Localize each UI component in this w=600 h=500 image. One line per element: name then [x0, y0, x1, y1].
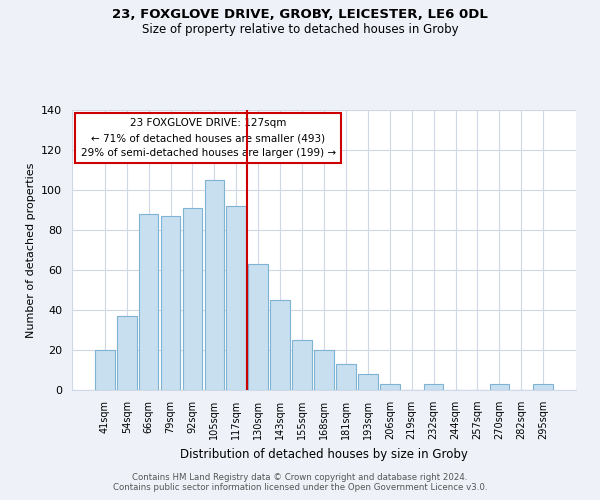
Bar: [161, 216, 181, 390]
Bar: [292, 340, 312, 390]
Bar: [424, 384, 443, 390]
X-axis label: Distribution of detached houses by size in Groby: Distribution of detached houses by size …: [180, 448, 468, 460]
Bar: [490, 384, 509, 390]
Bar: [205, 180, 224, 390]
Bar: [533, 384, 553, 390]
Y-axis label: Number of detached properties: Number of detached properties: [26, 162, 35, 338]
Text: Contains HM Land Registry data © Crown copyright and database right 2024.: Contains HM Land Registry data © Crown c…: [132, 472, 468, 482]
Text: 23, FOXGLOVE DRIVE, GROBY, LEICESTER, LE6 0DL: 23, FOXGLOVE DRIVE, GROBY, LEICESTER, LE…: [112, 8, 488, 20]
Bar: [226, 206, 246, 390]
Text: Size of property relative to detached houses in Groby: Size of property relative to detached ho…: [142, 22, 458, 36]
Text: Contains public sector information licensed under the Open Government Licence v3: Contains public sector information licen…: [113, 484, 487, 492]
Text: 23 FOXGLOVE DRIVE: 127sqm
← 71% of detached houses are smaller (493)
29% of semi: 23 FOXGLOVE DRIVE: 127sqm ← 71% of detac…: [80, 118, 335, 158]
Bar: [95, 350, 115, 390]
Bar: [358, 374, 378, 390]
Bar: [336, 364, 356, 390]
Bar: [270, 300, 290, 390]
Bar: [182, 208, 202, 390]
Bar: [380, 384, 400, 390]
Bar: [248, 264, 268, 390]
Bar: [314, 350, 334, 390]
Bar: [139, 214, 158, 390]
Bar: [117, 316, 137, 390]
